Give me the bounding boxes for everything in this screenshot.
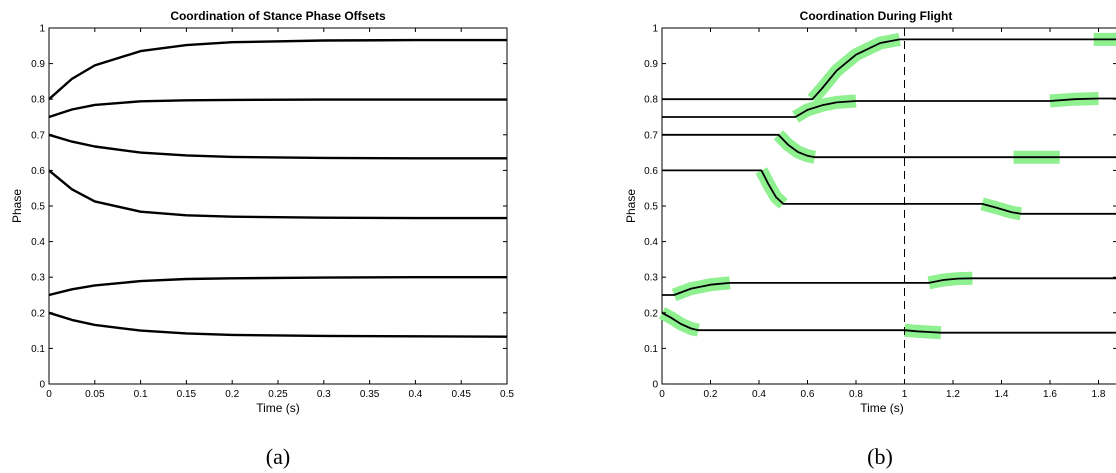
y-tick-label: 0.3 (31, 273, 45, 284)
y-tick-label: 0.8 (644, 95, 658, 106)
x-tick-label: 1.8 (1092, 389, 1106, 400)
x-tick-label: 0.45 (451, 389, 471, 400)
y-tick-label: 0.5 (644, 202, 658, 213)
chart-b-x-axis: 00.20.40.60.811.21.41.61.82 (659, 28, 1106, 400)
series-line (661, 312, 1116, 334)
y-tick-label: 0 (652, 380, 658, 391)
series-line (662, 97, 1116, 118)
chart-a-plot-area (48, 27, 508, 385)
chart-b-xlabel: Time (s) (860, 401, 904, 415)
x-tick-label: 0.2 (704, 389, 718, 400)
chart-a-ylabel: Phase (10, 189, 24, 223)
chart-a-series (48, 38, 508, 338)
chart-a-title: Coordination of Stance Phase Offsets (170, 9, 386, 23)
y-tick-label: 0.2 (31, 308, 45, 319)
y-tick-label: 0.7 (31, 130, 45, 141)
y-tick-label: 0.3 (644, 273, 658, 284)
series-line (662, 169, 1116, 215)
x-tick-label: 0.4 (408, 389, 422, 400)
y-tick-label: 0.9 (31, 59, 45, 70)
y-tick-label: 0.1 (644, 344, 658, 355)
x-tick-label: 1.2 (946, 389, 960, 400)
y-tick-label: 1 (39, 24, 45, 35)
x-tick-label: 0 (659, 389, 665, 400)
chart-b: Coordination During Flight Time (s) Phas… (624, 9, 1116, 469)
x-tick-label: 0.5 (500, 389, 514, 400)
chart-b-vlines (904, 28, 905, 384)
chart-b-plot-area (661, 27, 1116, 385)
series-line (662, 133, 1116, 159)
x-tick-label: 0.4 (752, 389, 766, 400)
y-tick-label: 0.5 (31, 202, 45, 213)
x-tick-label: 1 (902, 389, 908, 400)
x-tick-label: 1.6 (1043, 389, 1057, 400)
series-line (48, 38, 507, 101)
x-tick-label: 0.3 (317, 389, 331, 400)
chart-a-xlabel: Time (s) (256, 401, 300, 415)
y-tick-label: 0 (39, 380, 45, 391)
series-line (48, 169, 507, 220)
series-line (48, 276, 507, 297)
series-line (662, 277, 1116, 296)
y-tick-label: 0.2 (644, 308, 658, 319)
series-line (48, 98, 507, 119)
y-tick-label: 0.4 (31, 237, 45, 248)
series-line (48, 133, 507, 160)
chart-b-series (661, 38, 1116, 334)
series-line (662, 38, 1116, 101)
y-tick-label: 0.7 (644, 130, 658, 141)
chart-b-ylabel: Phase (624, 189, 638, 223)
series-line (48, 311, 508, 338)
x-tick-label: 1.4 (995, 389, 1009, 400)
x-tick-label: 0.05 (85, 389, 105, 400)
y-tick-label: 1 (652, 24, 658, 35)
x-tick-label: 0.25 (268, 389, 288, 400)
x-tick-label: 0.35 (360, 389, 380, 400)
chart-b-y-axis: 0 0.1 0.2 0.3 0.4 0.5 0.6 0.7 0.8 0.9 1 (644, 24, 1116, 391)
x-tick-label: 0.8 (849, 389, 863, 400)
caption-a: (a) (266, 444, 290, 469)
x-tick-label: 0.15 (177, 389, 197, 400)
x-tick-label: 0.1 (134, 389, 148, 400)
x-tick-label: 0.2 (225, 389, 239, 400)
chart-b-title: Coordination During Flight (800, 9, 953, 23)
x-tick-label: 0 (46, 389, 52, 400)
chart-a: Coordination of Stance Phase Offsets Tim… (10, 9, 514, 469)
caption-b: (b) (867, 444, 893, 469)
y-tick-label: 0.1 (31, 344, 45, 355)
y-tick-label: 0.4 (644, 237, 658, 248)
x-tick-label: 0.6 (801, 389, 815, 400)
y-tick-label: 0.8 (31, 95, 45, 106)
chart-a-x-axis: 0 0.05 0.1 0.15 0.2 0.25 0.3 0.35 0.4 0.45 0.5 (46, 28, 514, 400)
y-tick-label: 0.6 (31, 166, 45, 177)
y-tick-label: 0.9 (644, 59, 658, 70)
y-tick-label: 0.6 (644, 166, 658, 177)
